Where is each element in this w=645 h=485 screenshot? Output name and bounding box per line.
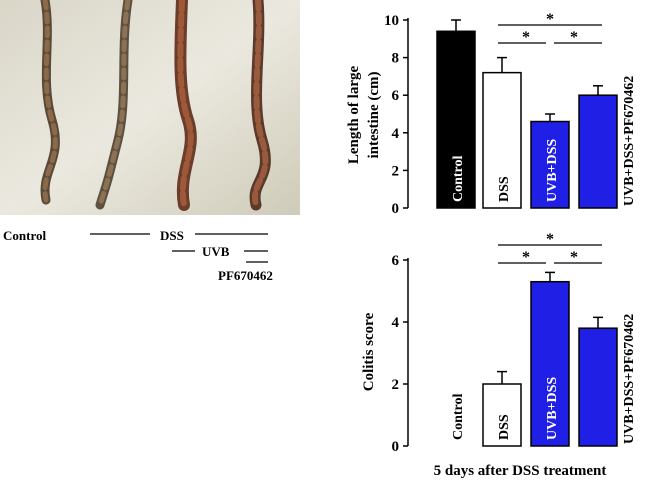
category-label: Control [451,393,466,440]
y-axis-label: Length of large [346,66,362,165]
chart-colitis-score: 0 2 4 6 Colitis score Control DSS UVB+DSS UVB+DS… [361,231,637,455]
category-label: UVB+DSS+PF670462 [622,314,637,444]
y-tick-label: 2 [392,163,400,179]
category-label: Control [451,155,466,202]
y-tick-label: 6 [392,88,400,104]
category-label: DSS [497,414,512,440]
photo-label-uvb: UVB [202,244,230,259]
bar-2 [482,383,522,447]
y-tick-label: 0 [392,201,400,217]
photo-label-control: Control [3,228,46,243]
y-tick-label: 0 [392,439,400,455]
y-tick-label: 10 [384,13,399,29]
significance-star: * [522,29,530,46]
y-axis-label: Colitis score [361,312,377,391]
y-tick-label: 6 [392,253,400,269]
bar-1 [436,30,476,209]
y-axis-label: intestine (cm) [366,71,382,158]
y-tick-label: 4 [392,126,400,142]
y-tick-label: 8 [392,51,400,67]
x-axis-label: 5 days after DSS treatment [434,463,607,479]
intestine-photo [0,0,300,215]
significance-star: * [522,249,530,266]
photo-group-labels: Control DSS UVB PF670462 [3,228,273,283]
bar-3 [530,280,570,447]
photo-label-dss: DSS [160,228,184,243]
bar-2 [482,71,522,209]
chart-intestine-length: 0 2 4 6 8 10 Length of large intestine (cm) Cont… [346,11,637,217]
y-tick-label: 2 [392,377,400,393]
significance-star: * [546,11,554,28]
category-label: UVB+DSS [545,377,560,440]
significance-star: * [570,249,578,266]
bar-charts: 0 2 4 6 8 10 Length of large intestine (cm) Cont… [346,11,637,479]
category-label: UVB+DSS [545,139,560,202]
significance-star: * [546,231,554,248]
significance-star: * [570,29,578,46]
y-tick-label: 4 [392,315,400,331]
bar-4 [578,94,618,209]
bar-3 [530,120,570,209]
category-label: DSS [497,176,512,202]
bar-4 [578,327,618,447]
category-label: UVB+DSS+PF670462 [622,76,637,206]
photo-label-pf: PF670462 [218,268,273,283]
